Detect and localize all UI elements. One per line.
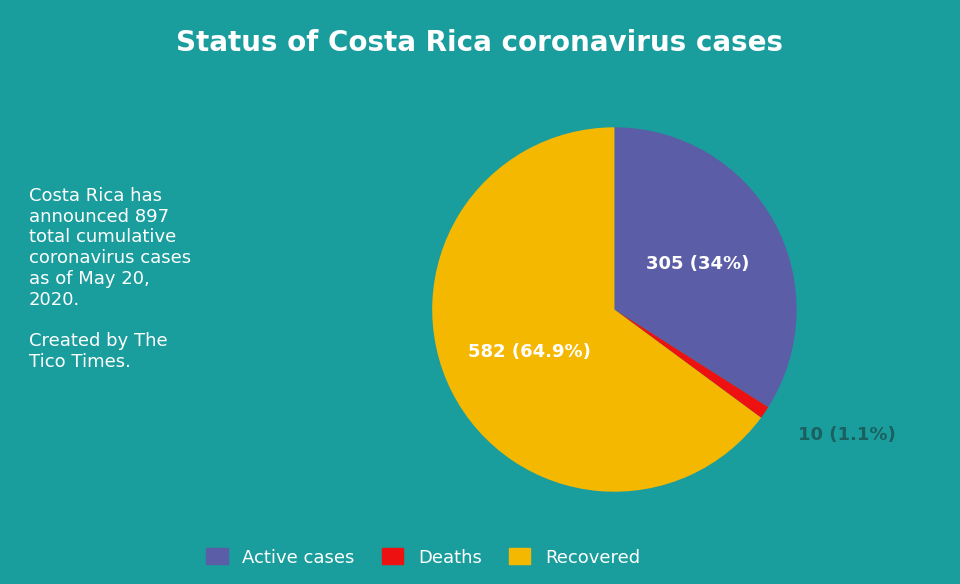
Wedge shape [614, 310, 768, 418]
Text: Costa Rica has
announced 897
total cumulative
coronavirus cases
as of May 20,
20: Costa Rica has announced 897 total cumul… [29, 187, 191, 371]
Wedge shape [432, 127, 761, 492]
Text: 10 (1.1%): 10 (1.1%) [798, 426, 896, 444]
Text: 305 (34%): 305 (34%) [646, 255, 749, 273]
Text: Status of Costa Rica coronavirus cases: Status of Costa Rica coronavirus cases [177, 29, 783, 57]
Legend: Active cases, Deaths, Recovered: Active cases, Deaths, Recovered [199, 541, 647, 574]
Wedge shape [614, 127, 797, 407]
Text: 582 (64.9%): 582 (64.9%) [468, 343, 591, 361]
